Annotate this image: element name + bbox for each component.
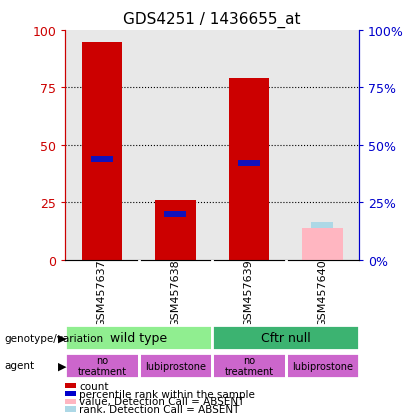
Text: ▶: ▶ (58, 361, 66, 370)
Text: lubiprostone: lubiprostone (292, 361, 353, 371)
Text: ▶: ▶ (58, 333, 66, 343)
Bar (91, 157, 113, 162)
Text: count: count (79, 381, 108, 391)
Title: GDS4251 / 1436655_at: GDS4251 / 1436655_at (123, 12, 301, 28)
Bar (286, 353, 359, 378)
Text: lubiprostone: lubiprostone (145, 361, 206, 371)
Bar (228, 79, 269, 260)
Bar (155, 201, 196, 260)
Text: no
treatment: no treatment (224, 355, 273, 377)
Bar (81, 43, 122, 260)
Bar (164, 211, 186, 217)
Bar (238, 161, 260, 167)
Text: percentile rank within the sample: percentile rank within the sample (79, 389, 255, 399)
Text: rank, Detection Call = ABSENT: rank, Detection Call = ABSENT (79, 404, 239, 413)
Bar (311, 223, 333, 229)
Bar (302, 228, 343, 260)
Bar (212, 325, 359, 351)
Text: GSM457639: GSM457639 (244, 259, 254, 326)
Text: Cftr null: Cftr null (261, 332, 310, 344)
Bar (65, 353, 139, 378)
Text: GSM457637: GSM457637 (97, 259, 107, 326)
Text: genotype/variation: genotype/variation (4, 333, 103, 343)
Text: value, Detection Call = ABSENT: value, Detection Call = ABSENT (79, 396, 244, 406)
Text: agent: agent (4, 361, 34, 370)
Text: no
treatment: no treatment (77, 355, 126, 377)
Bar (65, 325, 212, 351)
Text: GSM457638: GSM457638 (171, 259, 180, 326)
Text: wild type: wild type (110, 332, 167, 344)
Text: GSM457640: GSM457640 (318, 259, 327, 326)
Bar (139, 353, 212, 378)
Bar (212, 353, 286, 378)
